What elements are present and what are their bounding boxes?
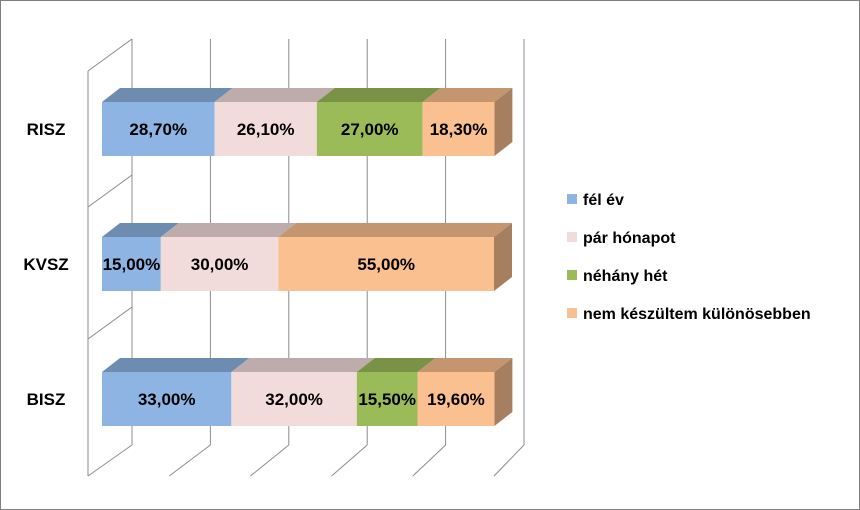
bar-segment	[102, 237, 161, 291]
bar-segment-top	[102, 88, 233, 102]
bar-segment	[231, 372, 357, 426]
bar-segment	[422, 102, 495, 156]
bar-value-label: 18,30%	[430, 120, 488, 139]
legend-swatch	[567, 232, 577, 242]
bar-value-label: 30,00%	[191, 255, 249, 274]
category-labels: RISZ KVSZ BISZ	[23, 120, 68, 409]
row-divider-line	[87, 174, 133, 208]
category-label: BISZ	[27, 390, 66, 409]
floor-gridline	[168, 444, 211, 477]
bar-segment	[102, 102, 215, 156]
bar-segment-top	[214, 88, 335, 102]
legend-entry: nem készültem különösebben	[583, 306, 811, 323]
legend-entry: fél év	[583, 192, 624, 209]
bar-segment-top	[102, 358, 250, 372]
bar-segment	[417, 372, 495, 426]
floor-gridline	[250, 444, 290, 477]
bar-value-label: 32,00%	[265, 390, 323, 409]
bar-value-label: 15,50%	[358, 390, 416, 409]
legend-swatch	[567, 194, 577, 204]
bar-end-face	[494, 358, 513, 426]
bar-segment-top	[160, 223, 297, 237]
bar-segment	[214, 102, 317, 156]
bar-end-face	[494, 223, 512, 291]
row-divider-line	[87, 306, 133, 340]
bar-value-label: 28,70%	[129, 120, 187, 139]
legend-swatch	[567, 270, 577, 280]
category-label: KVSZ	[23, 255, 68, 274]
bar-value-label: 19,60%	[427, 390, 485, 409]
bar-value-label: 15,00%	[103, 255, 161, 274]
bar-value-label: 26,10%	[237, 120, 295, 139]
floor-gridline	[87, 444, 133, 477]
bar-segment-top	[102, 223, 179, 237]
bars: 28,70% 26,10% 27,00% 18,30% 15,00% 30,00% 55,0…	[102, 88, 513, 426]
floor-gridline	[493, 444, 525, 477]
legend-entry: pár hónapot	[583, 230, 676, 247]
bar-value-label: 33,00%	[138, 390, 196, 409]
bar-segment-top	[278, 223, 512, 237]
bar-value-label: 27,00%	[341, 120, 399, 139]
bar-segment-top	[356, 358, 436, 372]
top-wall-line	[87, 38, 133, 72]
bar-segment	[102, 372, 232, 426]
bar-segment	[160, 237, 279, 291]
bar-segment	[278, 237, 494, 291]
floor-gridline	[412, 444, 446, 477]
bar-segment	[316, 102, 423, 156]
floor-gridline	[331, 444, 368, 477]
legend-entry: néhány hét	[583, 268, 668, 285]
bar-segment-top	[417, 358, 513, 372]
bar-segment-top	[316, 88, 441, 102]
legend-swatch	[567, 308, 577, 318]
bar-segment-top	[231, 358, 375, 372]
bar-end-face	[494, 88, 513, 156]
legend: fél év pár hónapot néhány hét nem készültem…	[567, 192, 811, 323]
bar-segment-top	[422, 88, 513, 102]
bar-value-label: 55,00%	[357, 255, 415, 274]
category-label: RISZ	[27, 120, 66, 139]
bar-segment	[356, 372, 418, 426]
